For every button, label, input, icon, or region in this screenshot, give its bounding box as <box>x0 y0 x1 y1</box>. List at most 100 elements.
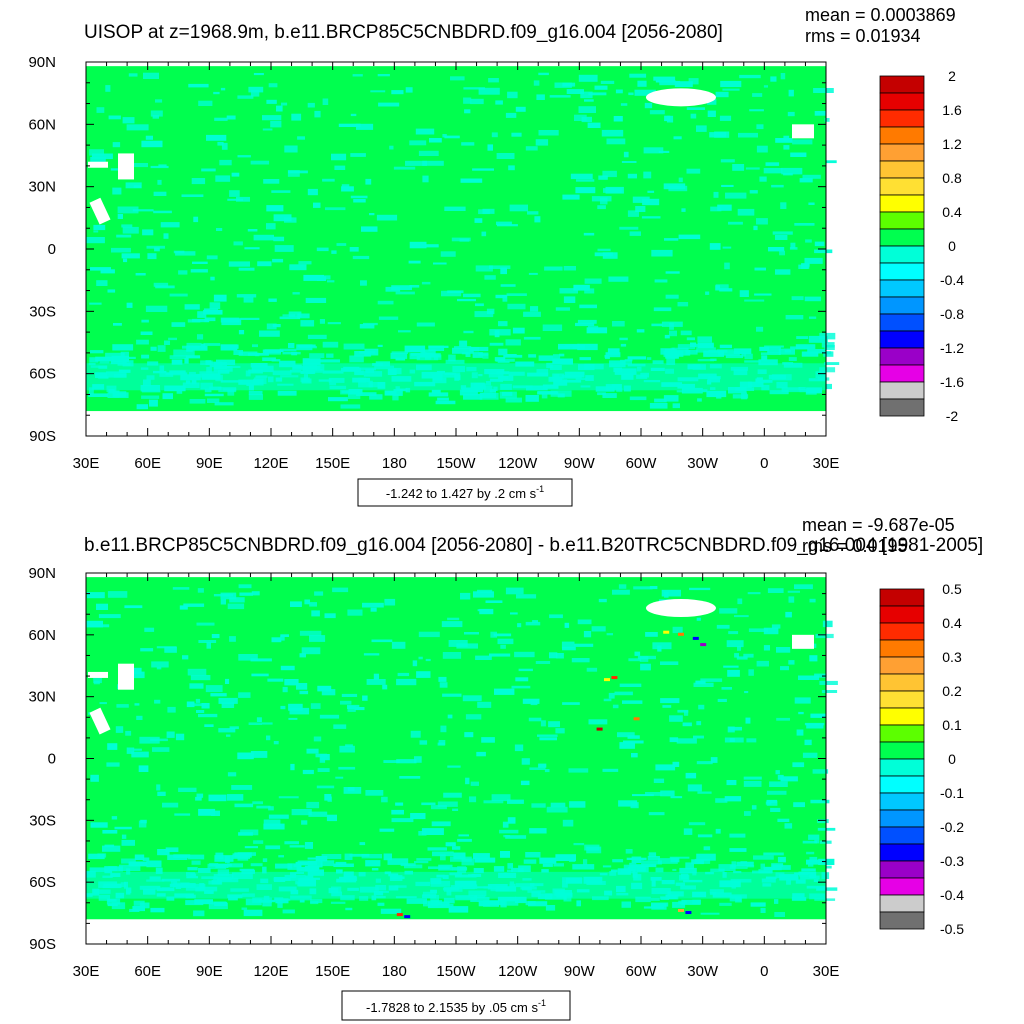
field-patch <box>439 682 448 688</box>
field-patch <box>350 113 357 117</box>
field-patch <box>448 354 456 362</box>
field-patch <box>715 798 728 803</box>
colorbar-label: -0.2 <box>940 819 964 835</box>
field-patch <box>162 393 173 400</box>
field-patch <box>240 317 260 320</box>
field-patch <box>126 302 133 308</box>
field-patch <box>458 834 469 837</box>
field-patch <box>184 358 189 364</box>
field-patch <box>168 337 177 341</box>
field-patch <box>299 630 322 636</box>
field-patch <box>497 360 510 363</box>
field-patch <box>348 389 363 395</box>
field-patch <box>107 743 118 750</box>
colorbar-label: 0.1 <box>942 717 962 733</box>
field-patch <box>184 304 200 310</box>
field-patch <box>825 865 832 869</box>
field-patch <box>214 402 234 406</box>
field-patch <box>187 854 205 860</box>
field-patch <box>763 627 779 635</box>
field-patch <box>280 705 286 710</box>
field-patch <box>672 347 689 351</box>
field-patch <box>525 621 541 626</box>
field-patch <box>785 611 792 618</box>
field-patch <box>240 829 259 836</box>
colorbar-box <box>879 398 925 417</box>
field-patch <box>633 586 653 590</box>
field-patch <box>288 703 303 711</box>
field-patch <box>218 728 236 733</box>
field-patch <box>747 592 761 595</box>
field-patch <box>511 867 524 873</box>
field-patch <box>799 389 820 393</box>
field-patch <box>655 80 676 83</box>
field-patch <box>167 706 176 713</box>
field-patch <box>621 161 637 163</box>
field-patch <box>369 213 375 216</box>
colorbar-box <box>879 296 925 315</box>
field-patch <box>379 828 395 832</box>
field-patch <box>792 762 805 768</box>
field-patch <box>302 769 314 775</box>
field-patch <box>251 591 260 596</box>
field-patch <box>204 388 212 393</box>
field-patch <box>666 358 676 365</box>
field-patch <box>644 102 653 109</box>
field-patch <box>729 864 748 869</box>
colorbar-box <box>879 622 925 641</box>
field-patch <box>766 800 778 806</box>
field-patch <box>266 205 284 212</box>
field-patch <box>164 646 177 653</box>
field-patch <box>250 160 270 165</box>
field-patch <box>697 834 713 838</box>
field-patch <box>169 293 188 297</box>
field-patch <box>794 223 815 226</box>
field-patch <box>606 138 626 145</box>
field-patch <box>780 202 787 209</box>
field-patch <box>674 81 693 87</box>
field-patch <box>583 631 592 638</box>
field-patch <box>398 330 411 333</box>
field-patch <box>238 267 255 271</box>
field-patch <box>538 72 549 76</box>
field-patch <box>640 663 651 671</box>
colorbar-box <box>879 313 925 332</box>
field-patch <box>481 737 495 743</box>
colorbar-label: 0.3 <box>942 649 962 665</box>
field-patch <box>136 339 149 345</box>
field-patch <box>529 828 547 834</box>
field-patch <box>267 678 284 682</box>
field-patch <box>228 261 250 267</box>
field-patch <box>142 857 150 861</box>
field-patch <box>625 849 633 854</box>
field-patch <box>219 159 232 166</box>
field-patch <box>612 589 630 595</box>
field-patch <box>754 293 772 296</box>
field-patch <box>164 340 170 345</box>
field-patch <box>646 357 652 360</box>
field-patch <box>99 702 107 705</box>
field-patch <box>523 311 541 317</box>
field-patch <box>117 206 139 214</box>
colorbar-box <box>879 245 925 264</box>
field-patch <box>529 767 546 770</box>
field-patch <box>307 188 318 196</box>
field-patch <box>243 909 263 917</box>
field-patch <box>178 787 197 792</box>
field-patch <box>275 898 289 904</box>
field-patch <box>174 813 191 816</box>
field-patch <box>788 357 797 361</box>
field-patch <box>758 359 778 366</box>
field-patch <box>194 899 213 905</box>
field-patch <box>310 898 323 904</box>
colorbar-label: -1.2 <box>940 340 964 356</box>
field-patch <box>104 866 117 872</box>
field-patch <box>387 858 409 865</box>
field-patch <box>645 792 662 796</box>
field-patch <box>715 828 721 834</box>
field-patch <box>197 334 204 340</box>
field-patch <box>620 103 628 106</box>
field-patch <box>308 811 328 817</box>
field-patch <box>359 324 375 329</box>
field-patch <box>415 128 435 135</box>
